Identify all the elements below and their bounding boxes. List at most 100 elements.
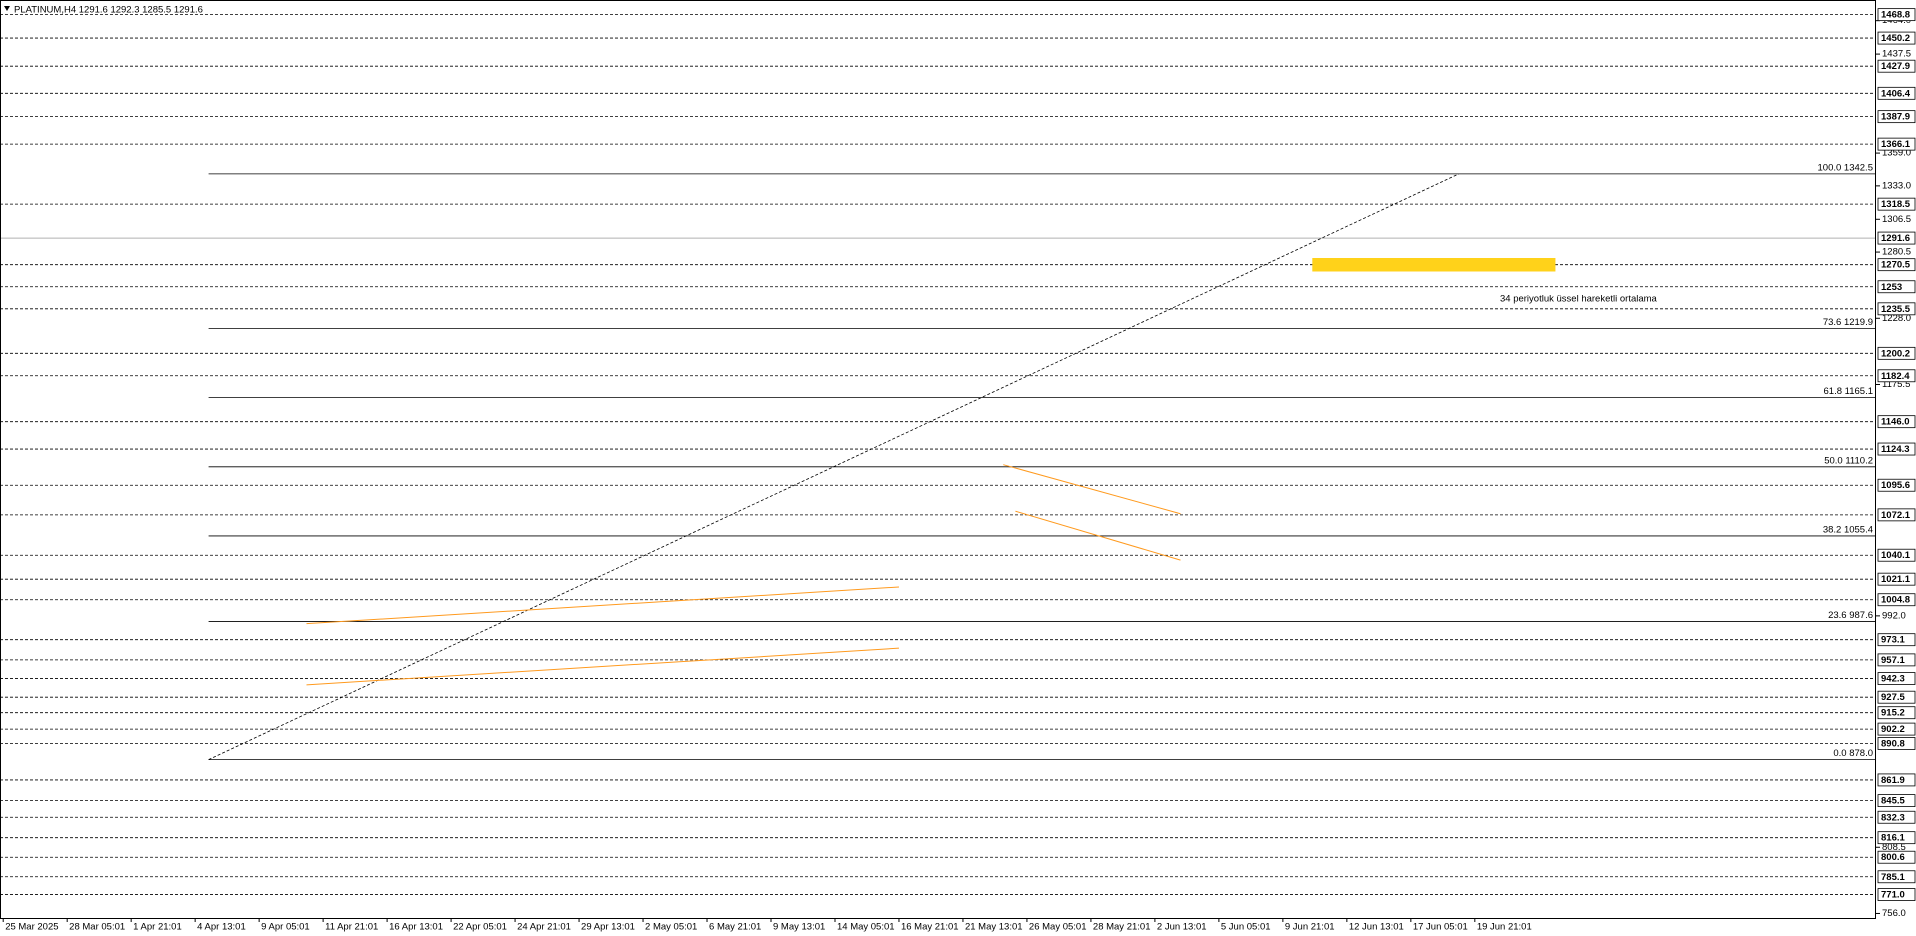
level-label: 800.6 [1881,852,1905,863]
level-label-box [1877,737,1916,750]
level-label: 902.2 [1881,724,1905,735]
level-label: 957.1 [1881,655,1905,666]
x-tick-label: 2 Jun 13:01 [1157,922,1207,933]
level-label-box [1877,302,1916,316]
plot: 100.0 1342.5 73.6 1219.9 61.8 1165.1 50.0 1… [0,14,1876,895]
level-label-box [1877,548,1916,562]
fib-label: 100.0 1342.5 [1818,162,1873,173]
x-tick-label: 9 Jun 21:01 [1285,922,1335,933]
level-label: 1366.1 [1881,139,1911,150]
level-label-box [1877,572,1916,586]
fib-label: 0.0 878.0 [1833,748,1873,759]
level-label-box [1877,31,1916,45]
level-label-box [1877,415,1916,429]
plot-frame [0,0,1876,919]
current-price-box [1877,231,1916,245]
fib-trend-line [208,173,1459,760]
channel-line [306,586,900,625]
level-label-box [1877,672,1916,685]
y-tick-label: 1306.5 [1882,214,1911,225]
level-label: 832.3 [1881,812,1905,823]
x-tick-label: 2 May 05:01 [645,922,697,933]
level-label: 1253 [1881,282,1902,293]
x-tick-label: 9 May 13:01 [773,922,825,933]
level-label: 785.1 [1881,872,1905,883]
x-tick-label: 25 Mar 2025 [5,922,58,933]
y-tick-label: 1175.5 [1882,379,1910,390]
level-label-box [1877,690,1916,704]
title-icon [4,6,10,11]
y-tick-label: 1437.5 [1882,49,1911,60]
level-label: 1182.4 [1881,371,1910,382]
level-label-box [1877,258,1916,272]
y-tick-label: 808.5 [1882,842,1906,853]
level-label-box [1877,706,1916,720]
level-label: 927.5 [1881,692,1905,703]
level-label: 1270.5 [1881,260,1911,271]
y-tick-label: 1359.0 [1882,148,1911,159]
level-label: 1004.8 [1881,595,1910,606]
x-tick-label: 6 May 21:01 [709,922,761,933]
level-label-box [1877,8,1916,22]
y-tick-label: 756.0 [1882,908,1906,919]
level-label-box [1877,593,1916,607]
level-label: 816.1 [1881,833,1905,844]
level-label: 1072.1 [1881,510,1911,521]
chart-title: PLATINUM,H4 1291.6 1292.3 1285.5 1291.6 [14,5,203,16]
level-label-box [1877,110,1916,124]
level-label-box [1877,59,1916,73]
level-label-box [1877,197,1916,211]
level-label-box [1877,888,1916,901]
y-tick-label: 1333.0 [1882,180,1911,191]
x-tick-label: 16 Apr 13:01 [389,922,443,933]
x-tick-label: 17 Jun 05:01 [1413,922,1468,933]
x-tick-label: 28 May 21:01 [1093,922,1151,933]
channel-line [306,647,900,686]
level-label-box [1877,870,1916,884]
x-tick-label: 28 Mar 05:01 [69,922,125,933]
level-label: 973.1 [1881,635,1905,646]
x-tick-label: 4 Apr 13:01 [197,922,246,933]
x-tick-label: 22 Apr 05:01 [453,922,507,933]
level-label-box [1877,831,1916,845]
level-label: 1318.5 [1881,199,1911,210]
x-tick-label: 29 Apr 13:01 [581,922,635,933]
current-price-label: 1291.6 [1881,233,1910,244]
x-tick-label: 14 May 05:01 [837,922,895,933]
channel-line [1015,510,1181,561]
x-tick-label: 11 Apr 21:01 [325,922,378,933]
level-label: 1427.9 [1881,61,1910,72]
x-tick-label: 21 May 13:01 [965,922,1023,933]
x-tick-label: 26 May 05:01 [1029,922,1087,933]
x-tick-label: 1 Apr 21:01 [133,922,182,933]
annotation: 34 periyotluk üssel hareketli ortalama [1500,294,1658,305]
level-label: 1406.4 [1881,88,1911,99]
level-label: 1387.9 [1881,112,1910,123]
y-tick-label: 1228.0 [1882,313,1911,324]
level-label: 1095.6 [1881,480,1910,491]
level-label: 1021.1 [1881,574,1911,585]
level-label-box [1877,633,1916,647]
level-label-box [1877,346,1916,360]
level-label-box [1877,850,1916,864]
level-label-box [1877,773,1916,787]
fib-label: 38.2 1055.4 [1823,524,1873,535]
level-label-box [1877,137,1916,151]
level-label: 1146.0 [1881,417,1910,428]
x-tick-label: 5 Jun 05:01 [1221,922,1271,933]
fib-label: 61.8 1165.1 [1824,386,1873,397]
level-label: 861.9 [1881,775,1905,786]
fib-label: 23.6 987.6 [1828,610,1873,621]
level-label: 1450.2 [1881,33,1910,44]
channel-line [1003,464,1181,515]
level-label-box [1877,86,1916,100]
level-label-box [1877,653,1916,667]
fib-label: 73.6 1219.9 [1823,317,1873,328]
x-tick-label: 19 Jun 21:01 [1477,922,1532,933]
level-label: 1040.1 [1881,550,1911,561]
level-label-box [1877,280,1916,294]
level-label: 942.3 [1881,674,1905,685]
level-label-box [1877,478,1916,492]
level-label: 890.8 [1881,738,1905,749]
